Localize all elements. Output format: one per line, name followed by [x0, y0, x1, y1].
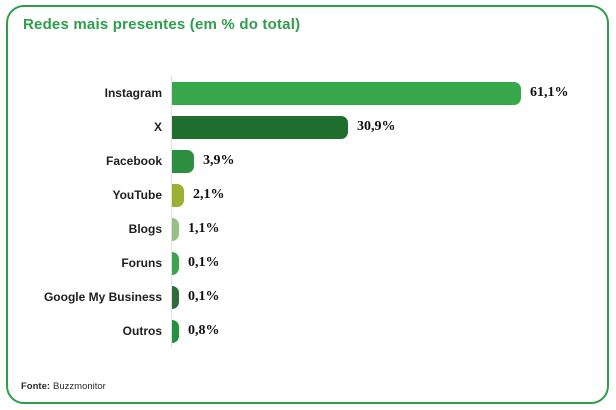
category-label: Facebook: [105, 154, 162, 168]
bar-rows: Instagram 61,1% X 30,9% Facebook 3,9% YouTube 2…: [24, 76, 597, 348]
bar-instagram: [172, 81, 521, 105]
value-label: 0,1%: [188, 255, 220, 270]
bar-blogs: [172, 217, 179, 241]
bar-row: YouTube 2,1%: [24, 178, 597, 212]
bar-x: [172, 115, 348, 139]
plot-area: 2,1%: [171, 178, 597, 212]
bar-facebook: [172, 149, 194, 173]
category-label: X: [153, 120, 162, 134]
plot-area: 0,1%: [171, 280, 597, 314]
plot-area: 0,8%: [171, 314, 597, 348]
bar-row: Foruns 0,1%: [24, 246, 597, 280]
bar-row: Outros 0,8%: [24, 314, 597, 348]
category-label: Google My Business: [43, 290, 162, 304]
value-label: 61,1%: [530, 85, 569, 100]
bar-foruns: [172, 251, 179, 275]
source-note: Fonte: Buzzmonitor: [21, 381, 106, 392]
chart-title: Redes mais presentes (em % do total): [23, 16, 301, 33]
value-label: 0,1%: [188, 289, 220, 304]
category-label: Outros: [122, 324, 162, 338]
plot-area: 3,9%: [171, 144, 597, 178]
category-label: Foruns: [121, 256, 162, 270]
source-text: Buzzmonitor: [53, 381, 106, 392]
chart-card: Redes mais presentes (em % do total) Ins…: [6, 5, 609, 404]
category-label: Blogs: [128, 222, 162, 236]
value-label: 30,9%: [357, 119, 396, 134]
plot-area: 0,1%: [171, 246, 597, 280]
bar-row: Google My Business 0,1%: [24, 280, 597, 314]
bar-youtube: [172, 183, 184, 207]
bar-google-my-business: [172, 285, 179, 309]
value-label: 3,9%: [203, 153, 235, 168]
bar-row: Facebook 3,9%: [24, 144, 597, 178]
category-label: YouTube: [112, 188, 162, 202]
bar-row: X 30,9%: [24, 110, 597, 144]
source-label: Fonte:: [21, 381, 51, 392]
value-label: 1,1%: [188, 221, 220, 236]
plot-area: 1,1%: [171, 212, 597, 246]
bar-row: Instagram 61,1%: [24, 76, 597, 110]
bar-chart: Instagram 61,1% X 30,9% Facebook 3,9% YouTube 2…: [24, 76, 597, 348]
bar-row: Blogs 1,1%: [24, 212, 597, 246]
category-label: Instagram: [104, 86, 162, 100]
value-label: 0,8%: [188, 323, 220, 338]
value-label: 2,1%: [193, 187, 225, 202]
bar-outros: [172, 319, 179, 343]
plot-area: 30,9%: [171, 110, 597, 144]
plot-area: 61,1%: [171, 76, 597, 110]
